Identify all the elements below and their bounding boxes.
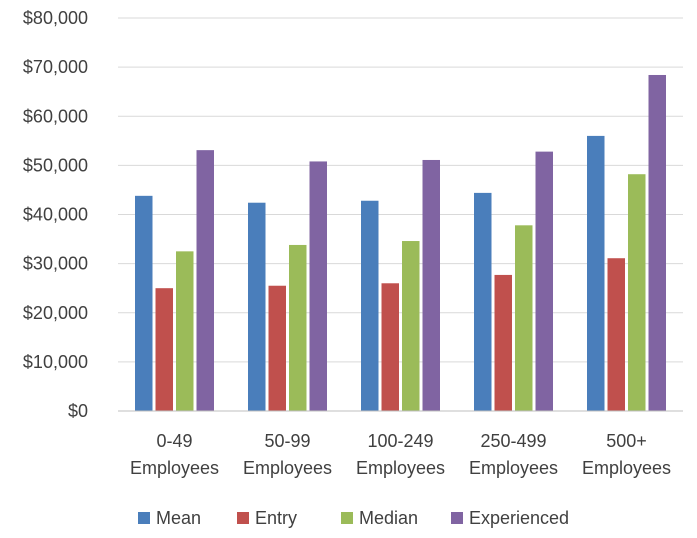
legend-swatch	[451, 512, 463, 524]
y-tick-label: $30,000	[23, 254, 88, 274]
bar-experienced	[648, 74, 666, 412]
legend-item-experienced: Experienced	[451, 508, 569, 528]
y-tick-label: $20,000	[23, 303, 88, 323]
y-tick-label: $50,000	[23, 155, 88, 175]
bar-median	[289, 244, 307, 411]
bar-entry	[155, 288, 173, 411]
bar-mean	[248, 202, 266, 411]
bar-mean	[474, 192, 492, 411]
bar-experienced	[196, 150, 214, 412]
bar-experienced	[422, 159, 440, 411]
bars	[135, 74, 666, 412]
x-category-label: Employees	[582, 458, 671, 478]
x-category-label: 250-499	[480, 431, 546, 451]
bar-mean	[587, 135, 605, 411]
bar-median	[515, 225, 533, 411]
bar-experienced	[535, 151, 553, 411]
y-tick-label: $60,000	[23, 106, 88, 126]
legend-label: Experienced	[469, 508, 569, 528]
bar-median	[628, 174, 646, 411]
y-tick-label: $70,000	[23, 57, 88, 77]
bar-entry	[268, 285, 286, 411]
x-category-label: Employees	[243, 458, 332, 478]
legend-item-mean: Mean	[138, 508, 201, 528]
bar-experienced	[309, 161, 327, 411]
bar-median	[176, 251, 194, 411]
x-category-label: 50-99	[264, 431, 310, 451]
legend: Mean Entry Median Experienced	[138, 508, 569, 528]
legend-swatch	[138, 512, 150, 524]
y-axis-tick-labels: $0 $10,000 $20,000 $30,000 $40,000 $50,000 $60…	[23, 8, 88, 421]
bar-entry	[381, 283, 399, 411]
bar-entry	[494, 274, 512, 411]
legend-label: Entry	[255, 508, 297, 528]
x-category-label: 100-249	[367, 431, 433, 451]
x-category-label: 0-49	[156, 431, 192, 451]
bar-mean	[361, 200, 379, 411]
legend-item-entry: Entry	[237, 508, 297, 528]
x-axis-category-labels: 0-49 Employees 50-99 Employees 100-249 Employ…	[130, 431, 671, 478]
legend-swatch	[341, 512, 353, 524]
x-category-label: Employees	[356, 458, 445, 478]
y-tick-label: $80,000	[23, 8, 88, 28]
bar-median	[402, 241, 420, 411]
legend-label: Mean	[156, 508, 201, 528]
x-category-label: Employees	[130, 458, 219, 478]
legend-label: Median	[359, 508, 418, 528]
x-category-label: Employees	[469, 458, 558, 478]
legend-item-median: Median	[341, 508, 418, 528]
bar-entry	[607, 258, 625, 411]
y-tick-label: $40,000	[23, 205, 88, 225]
x-category-label: 500+	[606, 431, 647, 451]
y-tick-label: $10,000	[23, 352, 88, 372]
legend-swatch	[237, 512, 249, 524]
bar-mean	[135, 195, 153, 411]
y-tick-label: $0	[68, 401, 88, 421]
